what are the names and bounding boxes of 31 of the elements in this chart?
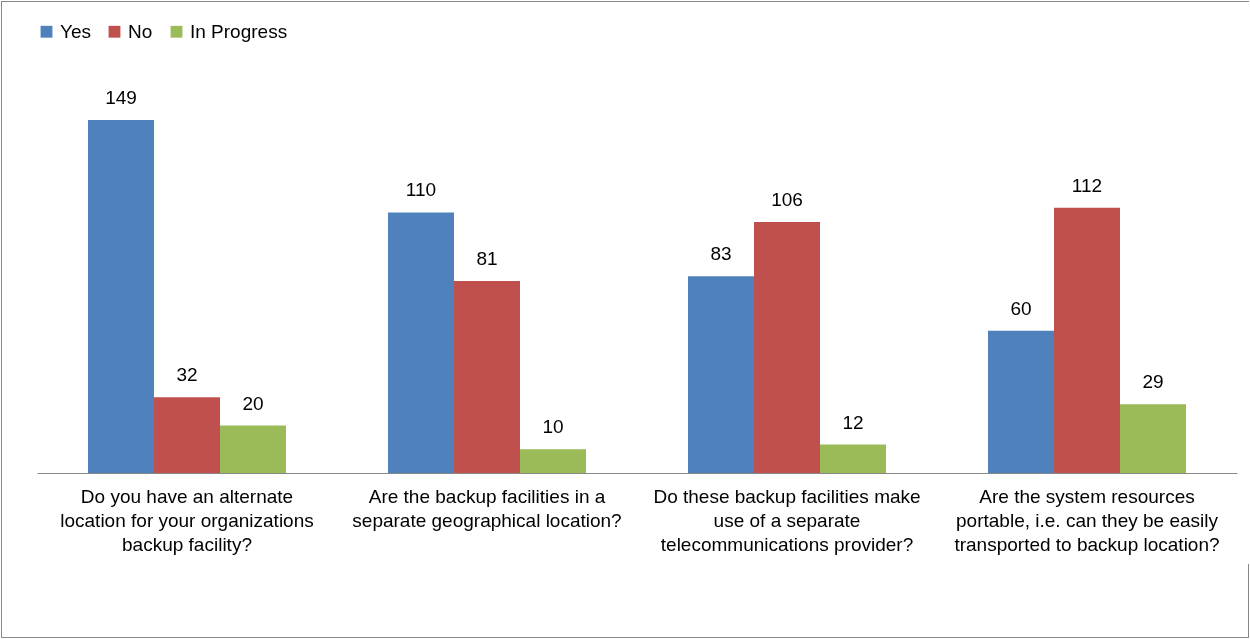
bar bbox=[988, 330, 1054, 473]
data-label: 112 bbox=[1071, 174, 1103, 196]
bar bbox=[88, 120, 154, 473]
data-label: 110 bbox=[405, 179, 437, 201]
bar bbox=[820, 444, 886, 473]
bar bbox=[388, 212, 454, 473]
x-tick-label: Are the backup facilities in a separate geographical location? bbox=[352, 485, 622, 531]
data-label: 60 bbox=[1010, 297, 1032, 319]
bar bbox=[1054, 207, 1120, 473]
bar bbox=[1120, 404, 1186, 473]
legend-label: In Progress bbox=[190, 20, 288, 42]
x-tick-label: Do these backup facilities make use of a separate telecommunications provider? bbox=[653, 485, 921, 555]
x-tick-label: Are the system resources portable, i.e. can they be easily transported to backup location? bbox=[954, 485, 1220, 555]
data-label: 32 bbox=[176, 364, 198, 386]
bar bbox=[520, 449, 586, 473]
bar bbox=[154, 397, 220, 473]
data-label: 106 bbox=[771, 188, 803, 210]
data-label: 149 bbox=[105, 87, 137, 109]
data-label: 81 bbox=[476, 248, 498, 270]
data-label: 20 bbox=[242, 392, 264, 414]
bar bbox=[754, 221, 820, 473]
legend-label: No bbox=[128, 20, 153, 42]
data-label: 29 bbox=[1142, 371, 1164, 393]
legend-label: Yes bbox=[60, 20, 91, 42]
x-tick-label: Do you have an alternate location for your organizations backup facility? bbox=[60, 485, 314, 555]
data-label: 83 bbox=[710, 243, 732, 265]
data-label: 12 bbox=[842, 411, 864, 433]
bar bbox=[688, 276, 754, 473]
data-label: 10 bbox=[542, 416, 564, 438]
bar bbox=[454, 281, 520, 473]
bar bbox=[220, 425, 286, 473]
